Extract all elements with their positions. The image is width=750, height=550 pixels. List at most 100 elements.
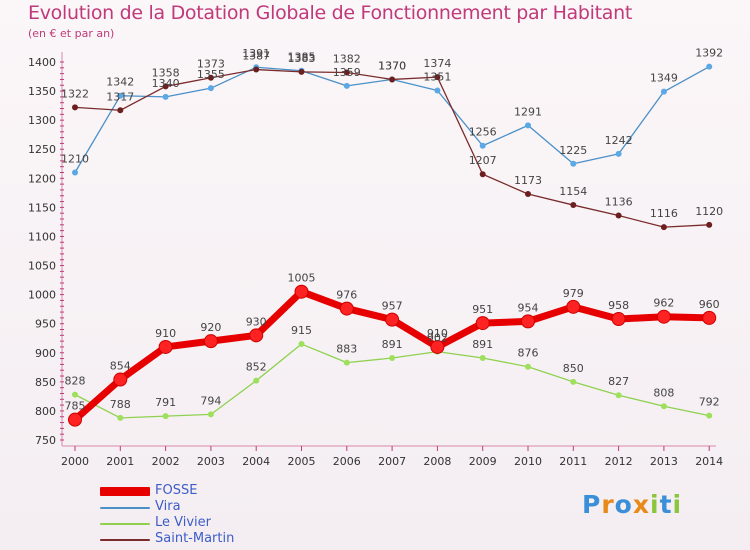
legend-label-saint-martin: Saint-Martin bbox=[155, 531, 235, 546]
y-tick-label: 1300 bbox=[28, 114, 56, 127]
data-point-vira bbox=[479, 142, 486, 149]
data-point-fosse bbox=[249, 328, 264, 343]
data-point-saint-martin bbox=[660, 224, 667, 231]
data-label-le-vivier: 850 bbox=[563, 362, 584, 375]
data-label-saint-martin: 1387 bbox=[242, 50, 270, 63]
data-point-saint-martin bbox=[162, 83, 169, 90]
data-point-fosse bbox=[158, 339, 173, 354]
data-label-vira: 1392 bbox=[695, 47, 723, 60]
data-label-fosse: 951 bbox=[472, 303, 493, 316]
data-point-fosse bbox=[475, 316, 490, 331]
data-point-le-vivier bbox=[117, 414, 124, 421]
data-point-le-vivier bbox=[479, 355, 486, 362]
data-point-vira bbox=[162, 93, 169, 100]
data-label-fosse: 958 bbox=[608, 299, 629, 312]
data-label-le-vivier: 915 bbox=[291, 324, 312, 337]
x-tick-label: 2004 bbox=[242, 455, 270, 468]
legend-label-vira: Vira bbox=[155, 499, 181, 514]
data-label-saint-martin: 1154 bbox=[559, 185, 587, 198]
data-point-fosse bbox=[203, 334, 218, 349]
data-label-fosse: 910 bbox=[427, 327, 448, 340]
data-label-le-vivier: 852 bbox=[246, 361, 267, 374]
y-tick-label: 1150 bbox=[28, 201, 56, 214]
legend-swatch-vira bbox=[100, 507, 150, 509]
data-point-le-vivier bbox=[570, 378, 577, 385]
data-point-fosse bbox=[113, 372, 128, 387]
data-label-fosse: 910 bbox=[155, 327, 176, 340]
data-point-fosse bbox=[385, 312, 400, 327]
data-label-fosse: 920 bbox=[200, 321, 221, 334]
data-label-le-vivier: 808 bbox=[653, 386, 674, 399]
data-label-vira: 1342 bbox=[106, 76, 134, 89]
data-point-saint-martin bbox=[706, 221, 713, 228]
data-label-le-vivier: 902 bbox=[427, 332, 448, 345]
data-label-fosse: 976 bbox=[336, 289, 357, 302]
data-label-le-vivier: 792 bbox=[699, 396, 720, 409]
data-point-le-vivier bbox=[253, 377, 260, 384]
data-label-fosse: 930 bbox=[246, 315, 267, 328]
data-label-fosse: 954 bbox=[518, 301, 539, 314]
data-point-fosse bbox=[702, 310, 717, 325]
data-label-le-vivier: 788 bbox=[110, 398, 131, 411]
y-tick-label: 750 bbox=[35, 434, 56, 447]
x-tick-label: 2002 bbox=[152, 455, 180, 468]
data-point-vira bbox=[570, 160, 577, 167]
proxiti-logo: Proxiti bbox=[582, 490, 683, 519]
data-label-le-vivier: 827 bbox=[608, 375, 629, 388]
y-tick-label: 1400 bbox=[28, 56, 56, 69]
data-label-saint-martin: 1383 bbox=[288, 52, 316, 65]
data-label-fosse: 1005 bbox=[288, 272, 316, 285]
data-point-le-vivier bbox=[660, 403, 667, 410]
data-label-saint-martin: 1317 bbox=[106, 90, 134, 103]
data-point-saint-martin bbox=[253, 66, 260, 73]
data-point-fosse bbox=[656, 309, 671, 324]
data-label-le-vivier: 883 bbox=[336, 343, 357, 356]
y-tick-label: 1050 bbox=[28, 260, 56, 273]
data-label-saint-martin: 1370 bbox=[378, 59, 406, 72]
data-point-le-vivier bbox=[343, 359, 350, 366]
data-point-vira bbox=[660, 88, 667, 95]
data-label-vira: 1291 bbox=[514, 105, 542, 118]
data-label-fosse: 979 bbox=[563, 287, 584, 300]
x-tick-label: 2009 bbox=[469, 455, 497, 468]
data-label-le-vivier: 794 bbox=[200, 394, 221, 407]
chart-title: Evolution de la Dotation Globale de Fonc… bbox=[28, 2, 633, 24]
data-point-le-vivier bbox=[162, 413, 169, 420]
legend-swatch-fosse bbox=[100, 487, 150, 496]
data-point-fosse bbox=[611, 312, 626, 327]
data-label-le-vivier: 876 bbox=[518, 347, 539, 360]
data-label-fosse: 854 bbox=[110, 360, 131, 373]
data-label-vira: 1385 bbox=[288, 51, 316, 64]
data-label-saint-martin: 1374 bbox=[423, 57, 451, 70]
data-label-vira: 1210 bbox=[61, 152, 89, 165]
data-point-saint-martin bbox=[479, 171, 486, 178]
data-label-fosse: 962 bbox=[653, 297, 674, 310]
data-label-le-vivier: 791 bbox=[155, 396, 176, 409]
data-label-vira: 1225 bbox=[559, 144, 587, 157]
y-tick-label: 1250 bbox=[28, 143, 56, 156]
data-label-saint-martin: 1173 bbox=[514, 174, 542, 187]
data-point-saint-martin bbox=[434, 74, 441, 81]
x-tick-label: 2001 bbox=[106, 455, 134, 468]
data-point-vira bbox=[343, 82, 350, 89]
data-label-vira: 1351 bbox=[423, 70, 451, 83]
data-point-saint-martin bbox=[298, 68, 305, 75]
data-point-saint-martin bbox=[615, 212, 622, 219]
x-tick-label: 2003 bbox=[197, 455, 225, 468]
data-point-vira bbox=[706, 63, 713, 70]
data-point-fosse bbox=[68, 412, 82, 427]
data-label-vira: 1370 bbox=[378, 59, 406, 72]
data-point-saint-martin bbox=[72, 104, 78, 111]
data-point-saint-martin bbox=[343, 69, 350, 76]
data-point-le-vivier bbox=[615, 392, 622, 399]
chart-subtitle: (en € et par an) bbox=[28, 27, 115, 40]
data-point-vira bbox=[207, 85, 214, 92]
x-tick-label: 2006 bbox=[333, 455, 361, 468]
data-label-le-vivier: 891 bbox=[472, 338, 493, 351]
data-point-saint-martin bbox=[389, 76, 396, 83]
x-tick-label: 2013 bbox=[650, 455, 678, 468]
x-tick-label: 2000 bbox=[61, 455, 89, 468]
data-label-saint-martin: 1116 bbox=[650, 207, 678, 220]
data-label-fosse: 785 bbox=[65, 400, 86, 413]
